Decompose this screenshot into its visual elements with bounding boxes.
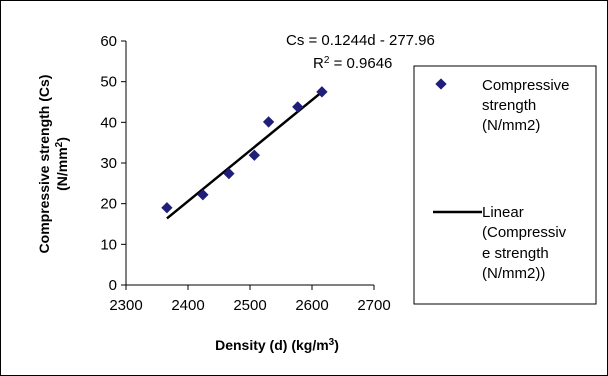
x-tick-label: 2300	[109, 297, 142, 314]
y-tick-label: 30	[100, 155, 117, 172]
data-points	[161, 86, 328, 214]
legend-series-line3: (N/mm2)	[482, 117, 540, 134]
y-tick-label: 0	[109, 277, 117, 294]
legend-trend-line2: (Compressiv	[482, 224, 567, 241]
y-tick-label: 60	[100, 33, 117, 50]
legend-trend-line4: (N/mm2))	[482, 265, 545, 282]
r-squared-label: R2 = 0.9646	[313, 55, 392, 73]
data-point	[262, 116, 275, 128]
trendline	[166, 90, 323, 220]
axes	[125, 41, 374, 286]
y-axis-title: Compressive strength (Cs) (N/mm2)	[36, 75, 70, 254]
y-axis-title-line2: (N/mm2)	[54, 137, 71, 191]
legend: Compressive strength (N/mm2) Linear (Com…	[413, 65, 597, 305]
linear-trendline	[166, 90, 323, 220]
data-point	[223, 167, 235, 180]
y-tick-label: 50	[100, 74, 117, 91]
ticks: 0 10 20 30 40 50 60 2300 2400 2500 2600 2700	[100, 33, 390, 314]
data-point	[292, 101, 304, 113]
x-tick-label: 2500	[233, 297, 266, 314]
legend-series-line2: strength	[482, 97, 536, 114]
x-tick-label: 2700	[357, 297, 390, 314]
y-tick-label: 10	[100, 236, 117, 253]
data-point	[161, 202, 173, 214]
data-point	[197, 189, 209, 201]
legend-series-line1: Compressive	[482, 77, 570, 94]
data-point	[248, 149, 260, 161]
x-tick-label: 2400	[171, 297, 204, 314]
trendline-equation: Cs = 0.1244d - 277.96	[286, 32, 435, 49]
y-tick-label: 20	[100, 196, 117, 213]
y-tick-label: 40	[100, 114, 117, 131]
x-axis-title: Density (d) (kg/m3)	[215, 337, 339, 354]
legend-box	[413, 65, 597, 305]
legend-trend-line1: Linear	[482, 204, 524, 221]
y-axis-title-line1: Compressive strength (Cs)	[36, 75, 52, 254]
legend-trend-line3: e strength	[482, 245, 549, 262]
x-tick-label: 2600	[295, 297, 328, 314]
